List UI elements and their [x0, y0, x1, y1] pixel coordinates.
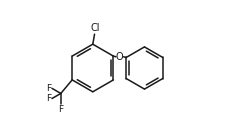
Text: O: O [116, 52, 124, 62]
Text: F: F [46, 84, 51, 93]
Text: Cl: Cl [90, 23, 100, 33]
Text: F: F [46, 94, 51, 103]
Text: F: F [58, 105, 63, 114]
